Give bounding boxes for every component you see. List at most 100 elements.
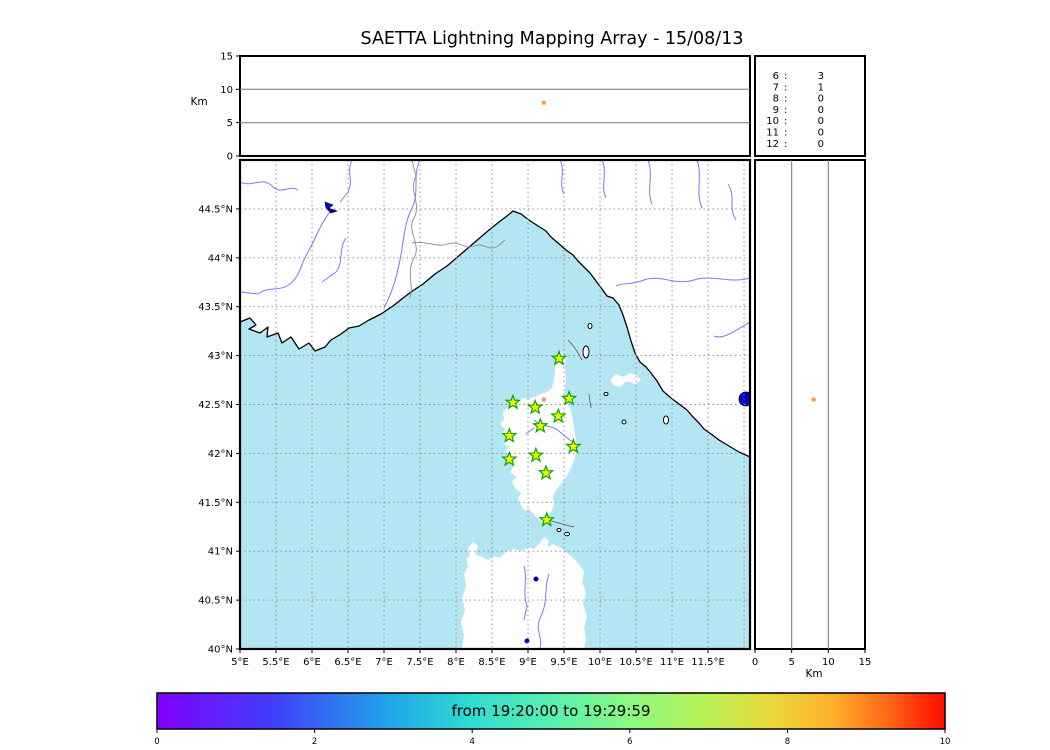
river bbox=[321, 237, 347, 283]
river bbox=[537, 573, 550, 649]
legend-count-value: 0 bbox=[818, 139, 824, 150]
elba-island bbox=[610, 373, 641, 387]
alt-lat-source-dot bbox=[811, 397, 816, 402]
lon-tick-label: 8.5°E bbox=[478, 657, 505, 668]
legend-alt-value: 9 bbox=[773, 105, 779, 116]
river bbox=[240, 181, 299, 191]
legend-alt-value: 8 bbox=[773, 94, 779, 105]
figure-title: SAETTA Lightning Mapping Array - 15/08/1… bbox=[361, 29, 744, 49]
lon-tick-label: 10.5°E bbox=[619, 657, 653, 668]
lon-tick-label: 9.5°E bbox=[550, 657, 577, 668]
map-source-dot bbox=[541, 397, 547, 402]
lightning-source-map bbox=[541, 397, 547, 402]
legend-alt-value: 7 bbox=[773, 82, 779, 93]
lat-tick-label: 40°N bbox=[208, 645, 233, 656]
cbar-tick-label: 6 bbox=[627, 737, 632, 747]
legend-alt-value: 10 bbox=[766, 116, 779, 127]
legend-frame bbox=[754, 55, 866, 157]
alt-lon-source-dot bbox=[541, 100, 547, 105]
legend-colon: : bbox=[784, 105, 787, 116]
river bbox=[240, 211, 331, 295]
coast-detail-line bbox=[567, 339, 583, 361]
lat-tick-label: 41°N bbox=[208, 547, 233, 558]
lon-tick-label: 10°E bbox=[588, 657, 612, 668]
shoreline-detail-lines bbox=[547, 339, 592, 528]
lon-tick-label: 8°E bbox=[447, 657, 465, 668]
lake-small bbox=[524, 638, 530, 644]
lake-small bbox=[533, 576, 539, 582]
ytick-label: 15 bbox=[220, 52, 233, 63]
coast-detail-line bbox=[547, 519, 575, 528]
lon-tick-label: 5.5°E bbox=[262, 657, 289, 668]
river bbox=[559, 160, 565, 195]
small-island bbox=[587, 323, 593, 329]
legend-colon: : bbox=[784, 71, 787, 82]
cbar-tick-label: 4 bbox=[469, 737, 474, 747]
cbar-tick-label: 2 bbox=[312, 737, 317, 747]
river bbox=[696, 160, 703, 209]
legend-count-value: 1 bbox=[818, 82, 824, 93]
map-lat-ticks: 44.5°N 44°N 43.5°N 43°N 42.5°N 42°N 41.5°N 41°N… bbox=[198, 204, 240, 656]
lat-tick-label: 40.5°N bbox=[198, 596, 233, 607]
alt-histogram-legend: 6: 3 7: 1 8: 0 9: 0 10: 0 11: 0 12: 0 bbox=[754, 55, 866, 157]
continent-coastline bbox=[240, 210, 750, 458]
legend-count-value: 0 bbox=[818, 128, 824, 139]
lon-tick-label: 5°E bbox=[231, 657, 249, 668]
alt-lat-panel-frame bbox=[754, 159, 866, 650]
colorbar-label: from 19:20:00 to 19:29:59 bbox=[451, 702, 650, 720]
lat-tick-label: 43.5°N bbox=[198, 302, 233, 313]
colorbar-ticks: 0 2 4 6 8 10 bbox=[154, 729, 950, 747]
lat-tick-label: 42°N bbox=[208, 449, 233, 460]
sardinia-island bbox=[461, 537, 587, 649]
coast-detail-line bbox=[588, 393, 592, 409]
land-masses bbox=[240, 160, 750, 649]
legend-rows: 6: 3 7: 1 8: 0 9: 0 10: 0 11: 0 12: 0 bbox=[766, 71, 824, 150]
river bbox=[615, 277, 750, 287]
lat-tick-label: 44.5°N bbox=[198, 204, 233, 215]
legend-colon: : bbox=[784, 116, 787, 127]
legend-alt-value: 12 bbox=[766, 139, 779, 150]
corsica-island bbox=[500, 352, 577, 521]
legend-count-value: 0 bbox=[818, 105, 824, 116]
lon-tick-label: 9°E bbox=[519, 657, 537, 668]
cbar-tick-label: 10 bbox=[940, 737, 951, 747]
river bbox=[647, 160, 653, 205]
alt-lat-xlabel: Km bbox=[805, 668, 822, 680]
country-borders bbox=[409, 160, 506, 299]
river bbox=[523, 565, 528, 621]
km-tick-label: 10 bbox=[822, 657, 835, 668]
alt-lat-xticks: 0 5 10 15 bbox=[752, 649, 872, 668]
lon-tick-label: 7°E bbox=[375, 657, 393, 668]
map-graticule bbox=[240, 160, 750, 649]
legend-alt-value: 6 bbox=[773, 71, 779, 82]
legend-count-value: 0 bbox=[818, 94, 824, 105]
lat-tick-label: 42.5°N bbox=[198, 400, 233, 411]
small-island bbox=[663, 415, 669, 425]
lat-tick-label: 41.5°N bbox=[198, 498, 233, 509]
river bbox=[525, 427, 535, 435]
river bbox=[713, 321, 750, 338]
cbar-tick-label: 8 bbox=[785, 737, 790, 747]
ytick-label: 0 bbox=[227, 152, 233, 163]
continent-land bbox=[240, 160, 750, 457]
alt-lat-panel: 0 5 10 15 Km bbox=[752, 159, 872, 680]
legend-count-value: 0 bbox=[818, 116, 824, 127]
ytick-label: 10 bbox=[220, 85, 233, 96]
small-island bbox=[603, 392, 609, 396]
km-tick-label: 15 bbox=[859, 657, 872, 668]
small-island bbox=[556, 528, 562, 532]
lat-tick-label: 43°N bbox=[208, 351, 233, 362]
colorbar-gradient bbox=[156, 692, 946, 730]
river bbox=[383, 160, 421, 309]
legend-colon: : bbox=[784, 139, 787, 150]
legend-colon: : bbox=[784, 94, 787, 105]
alt-lon-panel-frame bbox=[239, 55, 751, 157]
km-tick-label: 5 bbox=[788, 657, 794, 668]
river bbox=[727, 183, 737, 221]
legend-alt-value: 11 bbox=[766, 128, 779, 139]
lon-tick-label: 7.5°E bbox=[406, 657, 433, 668]
map-lon-ticks: 5°E 5.5°E 6°E 6.5°E 7°E 7.5°E 8°E 8.5°E 9°E 9.5°E… bbox=[231, 649, 725, 668]
alt-lon-yticks: 15 10 5 0 bbox=[220, 52, 240, 163]
